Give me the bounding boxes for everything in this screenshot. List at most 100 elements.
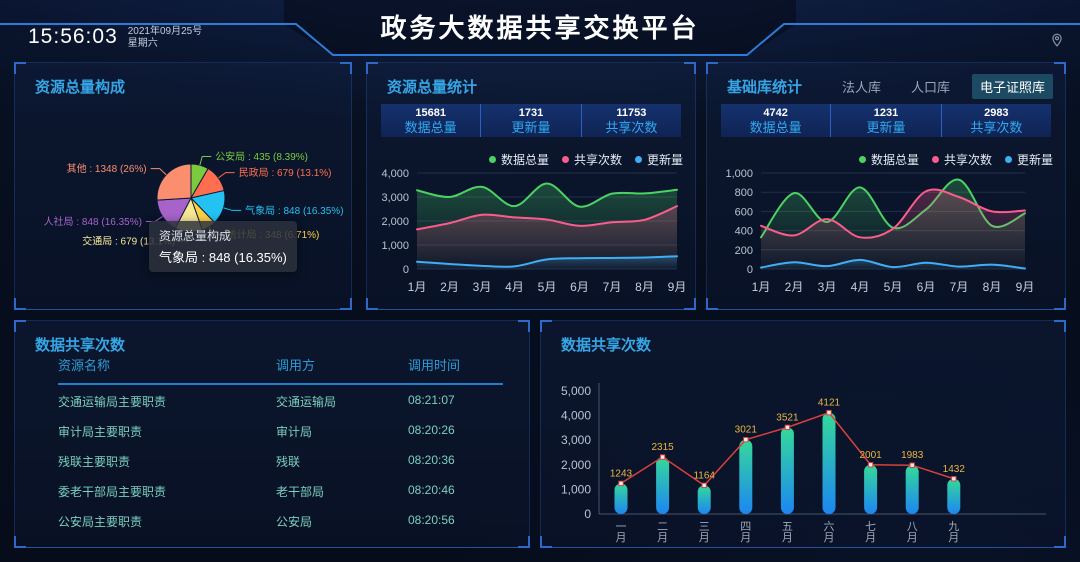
table-cell: 委老干部局主要职责 <box>58 485 167 499</box>
table-cell: 08:20:26 <box>408 423 455 437</box>
bar-九月[interactable] <box>947 478 961 514</box>
clock-time: 15:56:03 <box>28 25 118 48</box>
svg-text:8月: 8月 <box>983 280 1002 294</box>
pie-label-人社局: 人社局 : 848 (16.35%) <box>44 215 142 228</box>
svg-text:1,000: 1,000 <box>381 240 409 252</box>
legend-item-数据总量[interactable]: 数据总量 <box>488 151 549 168</box>
table-cell: 老干部局 <box>276 485 325 499</box>
kpi-value: 1231 <box>873 107 899 119</box>
svg-text:5月: 5月 <box>884 280 903 294</box>
table-header: 资源名称 调用方 调用时间 <box>58 355 503 385</box>
svg-text:1,000: 1,000 <box>725 168 753 180</box>
svg-text:三月: 三月 <box>699 521 710 544</box>
clock-date: 2021年09月25号 星期六 <box>128 25 203 50</box>
kpi-label: 数据总量 <box>749 120 802 135</box>
pie-label-气象局: 气象局 : 848 (16.35%) <box>245 204 343 217</box>
kpi-value: 11753 <box>616 107 647 119</box>
pie-label-民政局: 民政局 : 679 (13.1%) <box>239 166 332 179</box>
panel-title: 资源总量统计 <box>387 79 478 96</box>
svg-text:4121: 4121 <box>818 398 841 409</box>
svg-text:3月: 3月 <box>473 280 492 294</box>
svg-text:1983: 1983 <box>901 450 924 461</box>
svg-text:2月: 2月 <box>785 280 804 294</box>
svg-text:一月: 一月 <box>616 521 627 544</box>
bar-四月[interactable] <box>739 439 753 514</box>
svg-text:9月: 9月 <box>668 280 687 294</box>
tab-法人库[interactable]: 法人库 <box>841 80 881 95</box>
tooltip-title: 资源总量构成 <box>159 229 232 243</box>
header-decoration <box>0 0 1080 56</box>
svg-text:五月: 五月 <box>782 521 793 544</box>
bar-七月[interactable] <box>864 464 878 514</box>
table-row: 审计局主要职责 审计局 08:20:26 <box>58 415 503 445</box>
svg-text:800: 800 <box>735 187 753 199</box>
svg-text:4月: 4月 <box>505 280 524 294</box>
resource-line-chart[interactable]: 0 1,000 2,000 3,000 4,000 1月 2月 3月 4月 5月 6月 7月 8月 9月 <box>373 163 691 305</box>
svg-text:400: 400 <box>735 226 753 238</box>
svg-text:9月: 9月 <box>1016 280 1035 294</box>
table-row: 公安局主要职责 公安局 08:20:56 <box>58 505 503 535</box>
kpi-label: 更新量 <box>511 120 551 135</box>
pie-slice-其他[interactable] <box>156 163 192 201</box>
bar-三月[interactable] <box>697 485 711 514</box>
legend-dot <box>561 156 569 163</box>
tab-人口库[interactable]: 人口库 <box>910 80 950 95</box>
svg-text:7月: 7月 <box>603 280 622 294</box>
share-bar-chart[interactable]: 0 1,000 2,000 3,000 4,000 5,000 一月 二月 三月 四月 五月 六月 七月… <box>541 321 1067 549</box>
svg-text:0: 0 <box>584 507 591 521</box>
table-cell: 交通运输局主要职责 <box>58 395 167 409</box>
svg-text:600: 600 <box>735 206 753 218</box>
legend-label: 共享次数 <box>573 153 622 167</box>
bar-一月[interactable] <box>614 483 628 514</box>
legend-label: 数据总量 <box>500 153 549 167</box>
bar-八月[interactable] <box>905 465 919 514</box>
legend-label: 数据总量 <box>870 153 919 167</box>
column-header: 调用方 <box>276 358 316 373</box>
svg-text:7月: 7月 <box>950 280 969 294</box>
pie-label-公安局: 公安局 : 435 (8.39%) <box>215 150 308 163</box>
library-line-chart[interactable]: 0 200 400 600 800 1,000 1月 2月 3月 4月 5月 6月 7月 8月 9月 <box>713 163 1061 305</box>
kpi-更新量: 1231 更新量 <box>830 104 940 137</box>
svg-text:3,000: 3,000 <box>381 192 409 204</box>
bar-二月[interactable] <box>656 457 670 514</box>
pie-label-其他: 其他 : 1348 (26%) <box>67 162 147 175</box>
legend-item-更新量[interactable]: 更新量 <box>1004 151 1053 168</box>
kpi-共享次数: 11753 共享次数 <box>580 104 681 137</box>
legend-dot <box>488 156 496 163</box>
panel-share-bar: 数据共享次数 0 1,000 2,000 3,000 4,000 5,000 一月 二月 三月 四… <box>540 320 1066 548</box>
chart-legend: 数据总量 共享次数 更新量 <box>488 151 683 168</box>
kpi-bar: 15681 数据总量 1731 更新量 11753 共享次数 <box>381 104 681 137</box>
legend-item-数据总量[interactable]: 数据总量 <box>858 151 919 168</box>
svg-text:6月: 6月 <box>917 280 936 294</box>
column-header: 资源名称 <box>58 358 111 373</box>
legend-item-更新量[interactable]: 更新量 <box>634 151 683 168</box>
kpi-value: 4742 <box>763 107 788 119</box>
bar-五月[interactable] <box>780 427 794 514</box>
svg-text:2,000: 2,000 <box>381 216 409 228</box>
tab-电子证照库[interactable]: 电子证照库 <box>971 74 1053 99</box>
svg-text:3月: 3月 <box>818 280 837 294</box>
legend-item-共享次数[interactable]: 共享次数 <box>931 151 992 168</box>
kpi-更新量: 1731 更新量 <box>480 104 580 137</box>
svg-text:5月: 5月 <box>538 280 557 294</box>
pie-chart[interactable]: 公安局 : 435 (8.39%) 民政局 : 679 (13.1%) 气象局 : … <box>15 99 353 309</box>
kpi-共享次数: 2983 共享次数 <box>940 104 1051 137</box>
panel-base-library: 基础库统计 法人库 人口库 电子证照库 4742 数据总量 1231 更新量 2983 共享次… <box>706 62 1066 310</box>
table-cell: 交通运输局 <box>276 395 337 409</box>
location-icon[interactable] <box>1050 33 1064 47</box>
legend-item-共享次数[interactable]: 共享次数 <box>561 151 622 168</box>
svg-text:2,000: 2,000 <box>561 458 591 472</box>
table-cell: 08:20:46 <box>408 483 455 497</box>
library-tabs: 法人库 人口库 电子证照库 <box>834 74 1053 99</box>
panel-title: 数据共享次数 <box>561 337 652 354</box>
kpi-value: 1731 <box>518 107 544 119</box>
bar-六月[interactable] <box>822 412 836 514</box>
table-cell: 08:20:36 <box>408 453 455 467</box>
svg-text:四月: 四月 <box>740 521 751 544</box>
legend-label: 共享次数 <box>943 153 992 167</box>
svg-text:九月: 九月 <box>948 520 959 544</box>
table-cell: 审计局 <box>276 425 313 439</box>
svg-text:1月: 1月 <box>408 280 427 294</box>
table-row: 交通运输局主要职责 交通运输局 08:21:07 <box>58 385 503 415</box>
svg-text:1164: 1164 <box>693 470 715 481</box>
